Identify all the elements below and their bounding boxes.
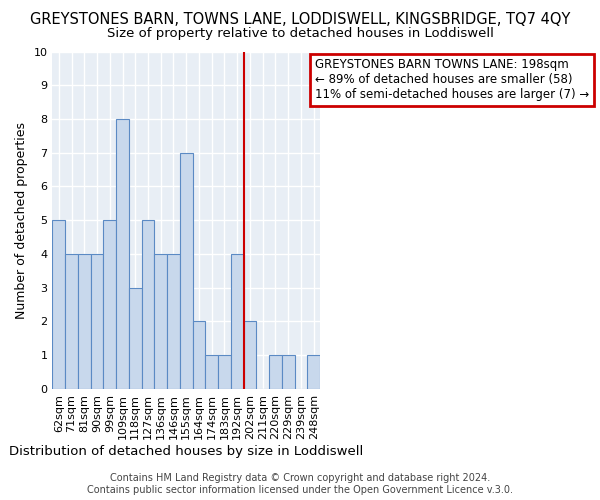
Bar [65,254,78,389]
Text: Size of property relative to detached houses in Loddiswell: Size of property relative to detached ho… [107,28,493,40]
Bar [269,355,282,389]
Bar [116,119,129,389]
Text: GREYSTONES BARN, TOWNS LANE, LODDISWELL, KINGSBRIDGE, TQ7 4QY: GREYSTONES BARN, TOWNS LANE, LODDISWELL,… [30,12,570,28]
Bar [282,355,295,389]
Y-axis label: Number of detached properties: Number of detached properties [15,122,28,318]
Bar [129,288,142,389]
Bar [231,254,244,389]
Bar [307,355,320,389]
Bar [167,254,180,389]
Bar [218,355,231,389]
Bar [142,220,154,389]
Bar [91,254,103,389]
Bar [244,322,256,389]
Bar [78,254,91,389]
Bar [103,220,116,389]
Text: Contains HM Land Registry data © Crown copyright and database right 2024.
Contai: Contains HM Land Registry data © Crown c… [87,474,513,495]
Bar [52,220,65,389]
Bar [154,254,167,389]
X-axis label: Distribution of detached houses by size in Loddiswell: Distribution of detached houses by size … [9,444,364,458]
Bar [205,355,218,389]
Text: GREYSTONES BARN TOWNS LANE: 198sqm
← 89% of detached houses are smaller (58)
11%: GREYSTONES BARN TOWNS LANE: 198sqm ← 89%… [314,58,589,101]
Bar [180,152,193,389]
Bar [193,322,205,389]
